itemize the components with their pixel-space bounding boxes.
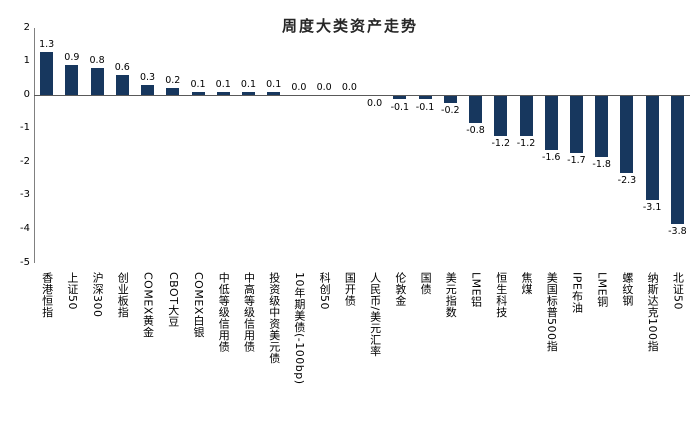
x-axis-category-label: 人民币/美元汇率 [368,272,382,357]
bar [115,75,129,96]
bar [191,91,205,96]
x-axis-category-label: CBOT大豆 [166,272,180,328]
x-axis-category-label: 恒生科技 [494,272,508,318]
bar-value-label: -3.1 [642,202,662,214]
y-axis-tick-label: -4 [20,222,30,234]
bar-value-label: -1.2 [491,138,511,150]
plot-area: 1.3 0.9 0.8 0.6 0.3 0.2 0.1 0.1 0.1 0.1 0.0 0.0 0.0 0… [34,28,690,263]
bar-value-label: 0.1 [215,78,231,90]
bar-value-label: -1.2 [516,138,536,150]
bar-value-label: 0.6 [114,62,130,73]
y-axis-tick-label: -2 [20,155,30,167]
bar-value-label: 0.0 [367,98,383,110]
bar [645,96,659,201]
bar [90,68,104,96]
bar [519,96,533,137]
x-axis-category-label: 中高等级信用债 [242,272,256,353]
bar [569,96,583,154]
bar-value-label: 0.9 [64,51,80,63]
bar [670,96,684,224]
y-axis-tick-label: -3 [20,189,30,201]
bar-value-label: -1.6 [541,151,561,163]
y-axis-tick-label: 2 [23,21,30,33]
bar-value-label: -2.3 [617,175,637,187]
chart-title: 周度大类资产走势 [281,17,418,35]
bar [443,96,457,103]
bar-value-label: -1.7 [567,155,586,167]
bar-value-label: 0.1 [190,78,206,90]
bar-value-label: -0.1 [415,101,435,113]
bar-value-label: 0.0 [316,82,332,94]
x-axis-category-label: 螺纹钢 [620,272,634,307]
bar-value-label: 0.3 [139,72,156,84]
bar [544,96,558,150]
bar-value-label: 0.0 [291,82,307,94]
bar [141,85,155,96]
bar [595,96,609,157]
x-axis-category-label: 伦敦金 [393,272,407,307]
x-axis-category-label: 中低等级信用债 [217,272,231,353]
y-axis-tick-label: 1 [23,55,30,67]
bar-value-label: -3.8 [668,225,687,237]
bar-value-label: 0.2 [165,75,181,87]
x-axis-category-label: LME铝 [469,272,483,308]
bar [267,91,281,96]
bar-value-label: -0.2 [441,104,460,116]
zero-line [34,95,690,97]
x-axis-category-label: IPE布油 [570,272,584,314]
bar-value-label: 1.3 [39,38,55,50]
x-axis-category-label: 美元指数 [444,272,458,318]
y-axis-tick-label: 0 [23,88,30,100]
bar-value-label: 0.1 [240,78,256,90]
y-axis-tick-label: -5 [20,256,30,268]
bar [40,51,54,96]
x-axis-category-label: 香港恒指 [40,272,54,318]
x-axis-category-label: 科创50 [318,272,332,310]
x-axis-category-label: 纳斯达克100指 [646,272,660,352]
bar [216,91,230,96]
x-axis-category-label: 创业板指 [116,272,130,318]
x-axis-labels: 香港恒指 上证50 沪深300 创业板指 COMEX黄金 CBOT大豆 COMEX白银 中低等… [34,272,690,445]
bar [494,96,508,137]
bar [166,88,180,96]
x-axis-category-label: COMEX黄金 [141,272,155,338]
bar [620,96,634,174]
x-axis-category-label: 10年期美债(-100bp) [292,272,306,385]
bar-value-label: 0.8 [89,55,105,67]
x-axis-category-label: 上证50 [65,272,79,310]
bar-value-label: -0.1 [390,101,410,113]
x-axis-category-label: 焦煤 [520,272,533,295]
x-axis-category-label: COMEX白银 [192,272,205,338]
x-axis-category-label: 沪深300 [91,272,105,318]
y-axis: 2 1 0 -1 -2 -3 -4 -5 [4,0,30,445]
bar-value-label: 0.1 [266,78,282,90]
x-axis-category-label: 国开债 [343,272,357,307]
y-axis-line [34,28,35,263]
bar [469,96,483,123]
bar [65,64,79,96]
x-axis-category-label: 北证50 [671,272,685,310]
bar-value-label: -0.8 [466,125,485,136]
x-axis-category-label: 美国标普500指 [545,272,559,352]
bar-value-label: 0.0 [341,82,357,94]
x-axis-category-label: LME铜 [595,272,609,308]
bar [241,91,255,96]
bar [418,96,432,100]
y-axis-tick-label: -1 [20,122,30,134]
x-axis-category-label: 国债 [419,272,433,295]
x-axis-category-label: 投资级中资美元债 [267,272,281,364]
bar [393,96,407,100]
bar-value-label: -1.8 [592,158,611,170]
